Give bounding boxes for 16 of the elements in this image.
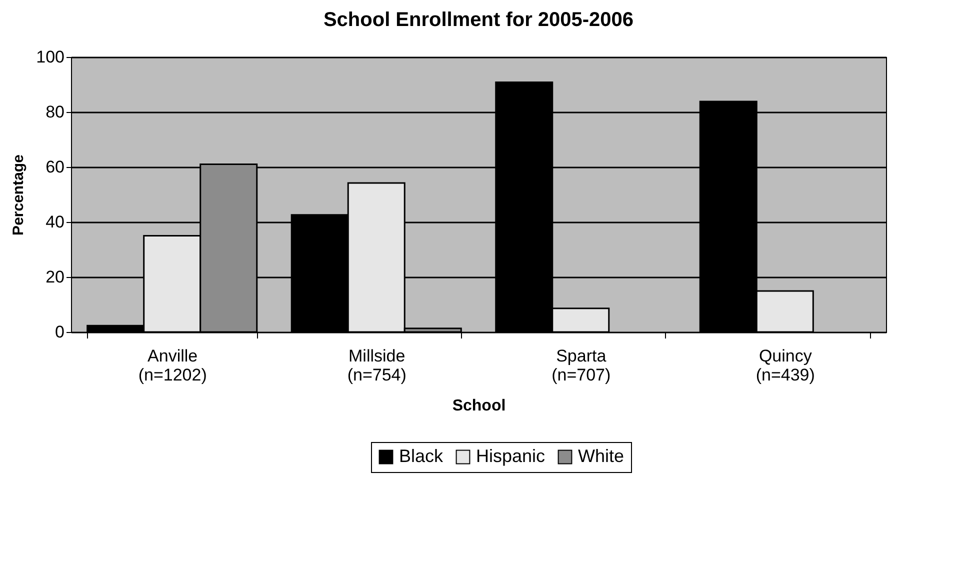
x-tick-label: Quincy (n=439): [756, 346, 815, 384]
y-tick-label: 40: [46, 212, 64, 232]
y-tick-label: 100: [36, 48, 64, 66]
y-tick-label: 0: [55, 322, 64, 342]
chart-title: School Enrollment for 2005-2006: [323, 9, 634, 31]
x-axis-title: School: [452, 398, 506, 414]
x-tick-label: Millside (n=754): [347, 346, 406, 384]
y-tick-label: 60: [46, 158, 64, 176]
legend-label: White: [578, 446, 624, 466]
legend-label: Black: [399, 446, 444, 466]
x-tick-label: Anville (n=1202): [138, 346, 207, 384]
y-tick-label: 20: [46, 268, 64, 286]
x-tick-label: Sparta (n=707): [552, 346, 611, 384]
y-tick-label: 80: [46, 102, 64, 122]
y-axis-title: Percentage: [10, 154, 28, 236]
legend-label: Hispanic: [476, 446, 546, 466]
